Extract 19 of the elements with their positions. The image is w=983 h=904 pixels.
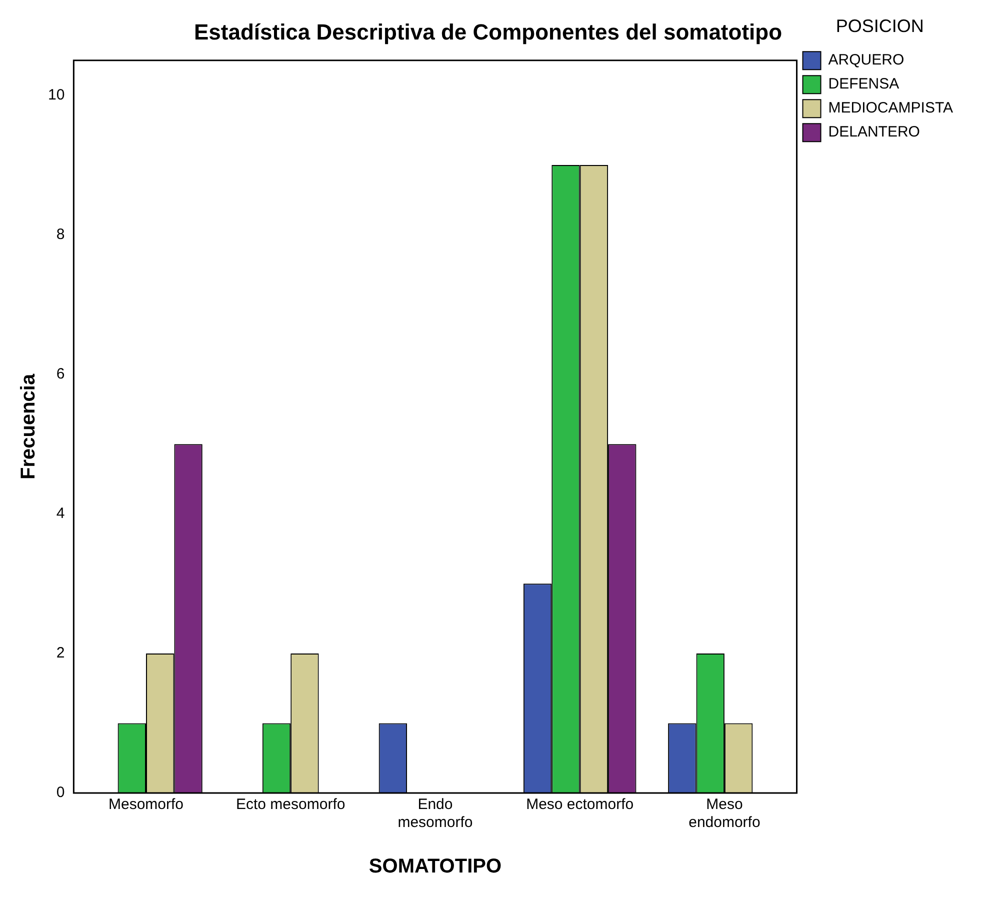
x-tick-label: Ecto mesomorfo — [236, 796, 346, 814]
legend-title: POSICION — [836, 16, 924, 36]
y-tick-label: 8 — [56, 226, 65, 243]
legend-label: ARQUERO — [828, 52, 904, 69]
x-axis-title: SOMATOTIPO — [368, 856, 502, 878]
x-tick-label: Mesomorfo — [108, 796, 184, 814]
y-tick-label: 0 — [56, 784, 65, 802]
chart-title: Estadística Descriptiva de Componentes del somatotipo — [194, 19, 782, 44]
y-axis-title: Frecuencia — [18, 373, 40, 480]
y-tick-label: 10 — [48, 86, 65, 104]
y-tick-label: 2 — [56, 644, 65, 662]
legend-label: DELANTERO — [828, 124, 920, 141]
x-tick-label: Meso ectomorfo — [526, 796, 634, 814]
legend-label: DEFENSA — [828, 76, 900, 93]
x-tick-label: Meso endomorfo — [688, 796, 760, 832]
y-tick-label: 4 — [56, 505, 65, 522]
x-tick-label: Endo mesomorfo — [398, 796, 473, 832]
y-tick-label: 6 — [56, 366, 65, 383]
legend-label: MEDIOCAMPISTA — [828, 100, 954, 117]
